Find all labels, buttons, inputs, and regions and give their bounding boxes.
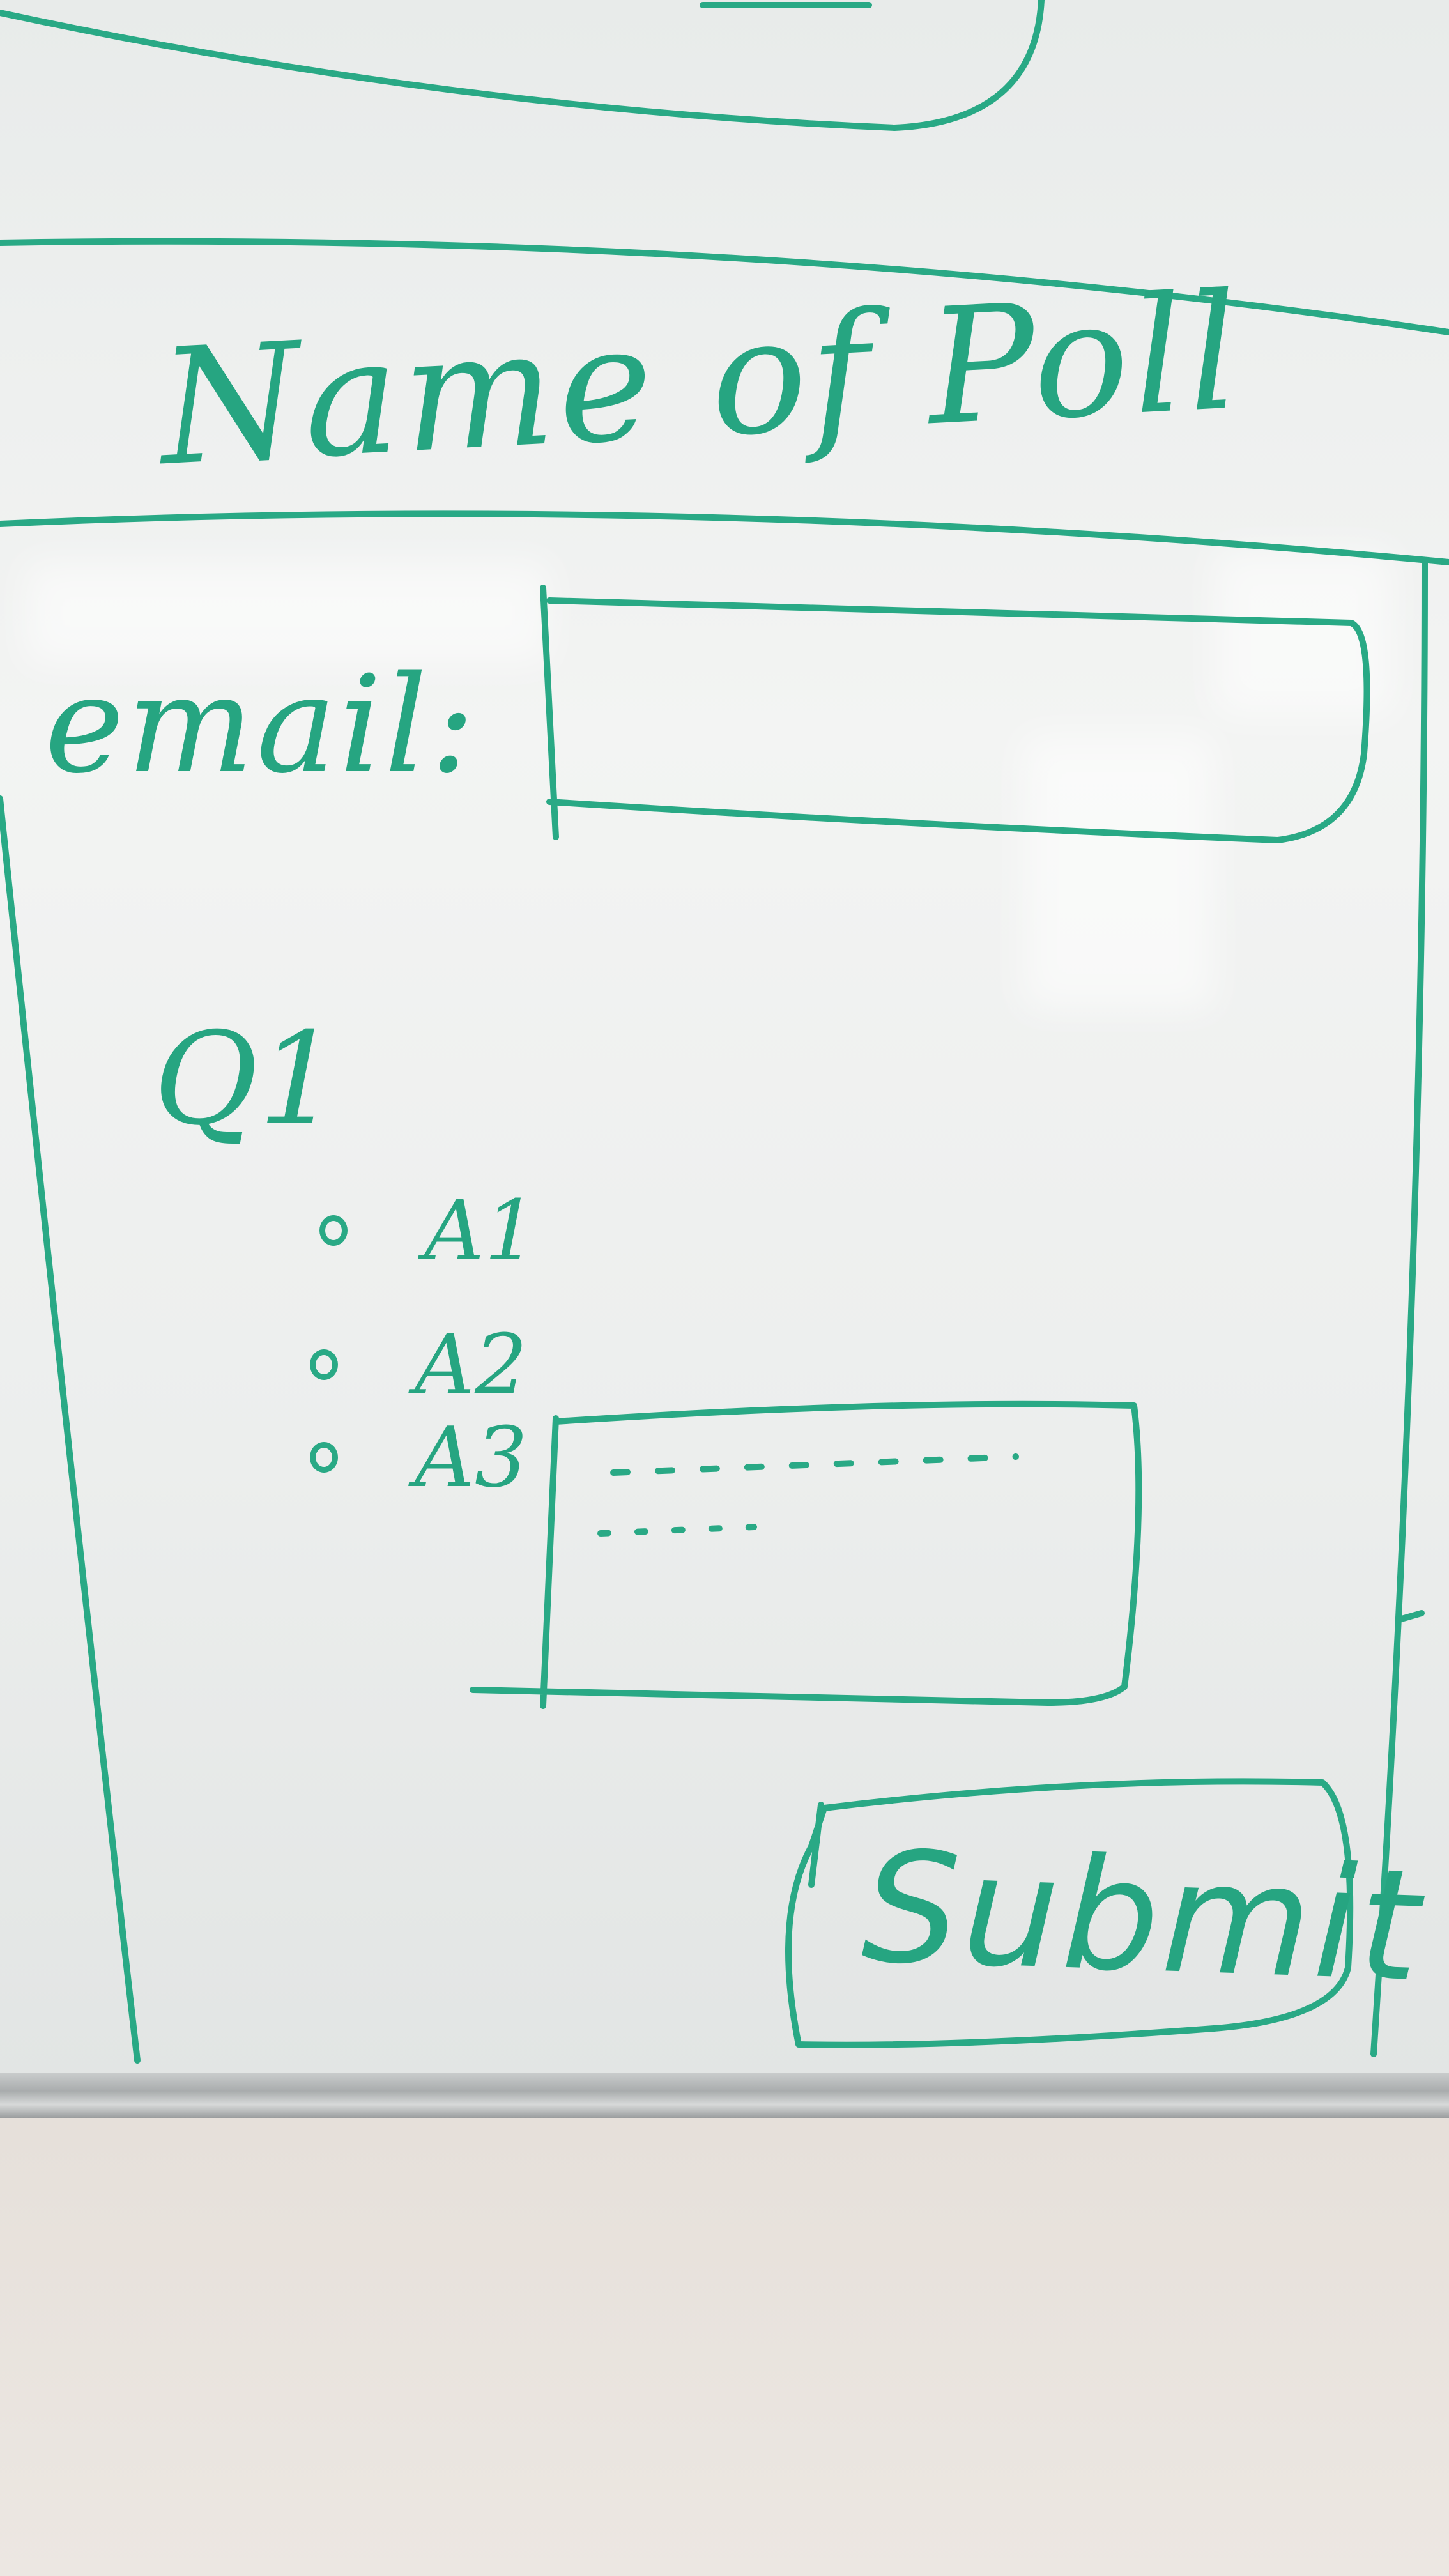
radio-circle-icon[interactable] xyxy=(319,1215,348,1246)
form-right-border xyxy=(1370,559,1428,2057)
form-right-tick xyxy=(1396,1610,1425,1623)
radio-circle-icon[interactable] xyxy=(310,1442,338,1473)
question-label: Q1 xyxy=(153,1005,340,1154)
whiteboard xyxy=(0,0,1449,2083)
answer-option-a2[interactable]: A2 xyxy=(310,1316,528,1413)
radio-circle-icon[interactable] xyxy=(310,1349,338,1380)
wall xyxy=(0,2118,1449,2576)
answer-option-a1[interactable]: A1 xyxy=(319,1182,537,1279)
answer-label: A1 xyxy=(424,1182,537,1279)
answer-label: A2 xyxy=(415,1316,528,1413)
other-answer-textarea[interactable] xyxy=(546,1412,1134,1699)
email-input[interactable] xyxy=(546,597,1360,841)
sketch-strokes xyxy=(0,0,1449,2064)
submit-button-outline xyxy=(785,1778,1354,2048)
previous-sketch-outline xyxy=(0,0,1045,131)
textarea-placeholder-line-2 xyxy=(597,1524,757,1537)
whiteboard-marker-tray xyxy=(0,2073,1449,2118)
form-left-border xyxy=(0,795,141,2064)
header-divider-line xyxy=(0,510,1449,565)
answer-option-a3[interactable]: A3 xyxy=(310,1409,528,1506)
answer-label: A3 xyxy=(415,1409,528,1506)
submit-button-label: Submit xyxy=(859,1817,1425,2016)
textarea-outline xyxy=(470,1400,1142,1709)
header-top-line xyxy=(0,238,1449,335)
email-label: email: xyxy=(45,647,478,803)
